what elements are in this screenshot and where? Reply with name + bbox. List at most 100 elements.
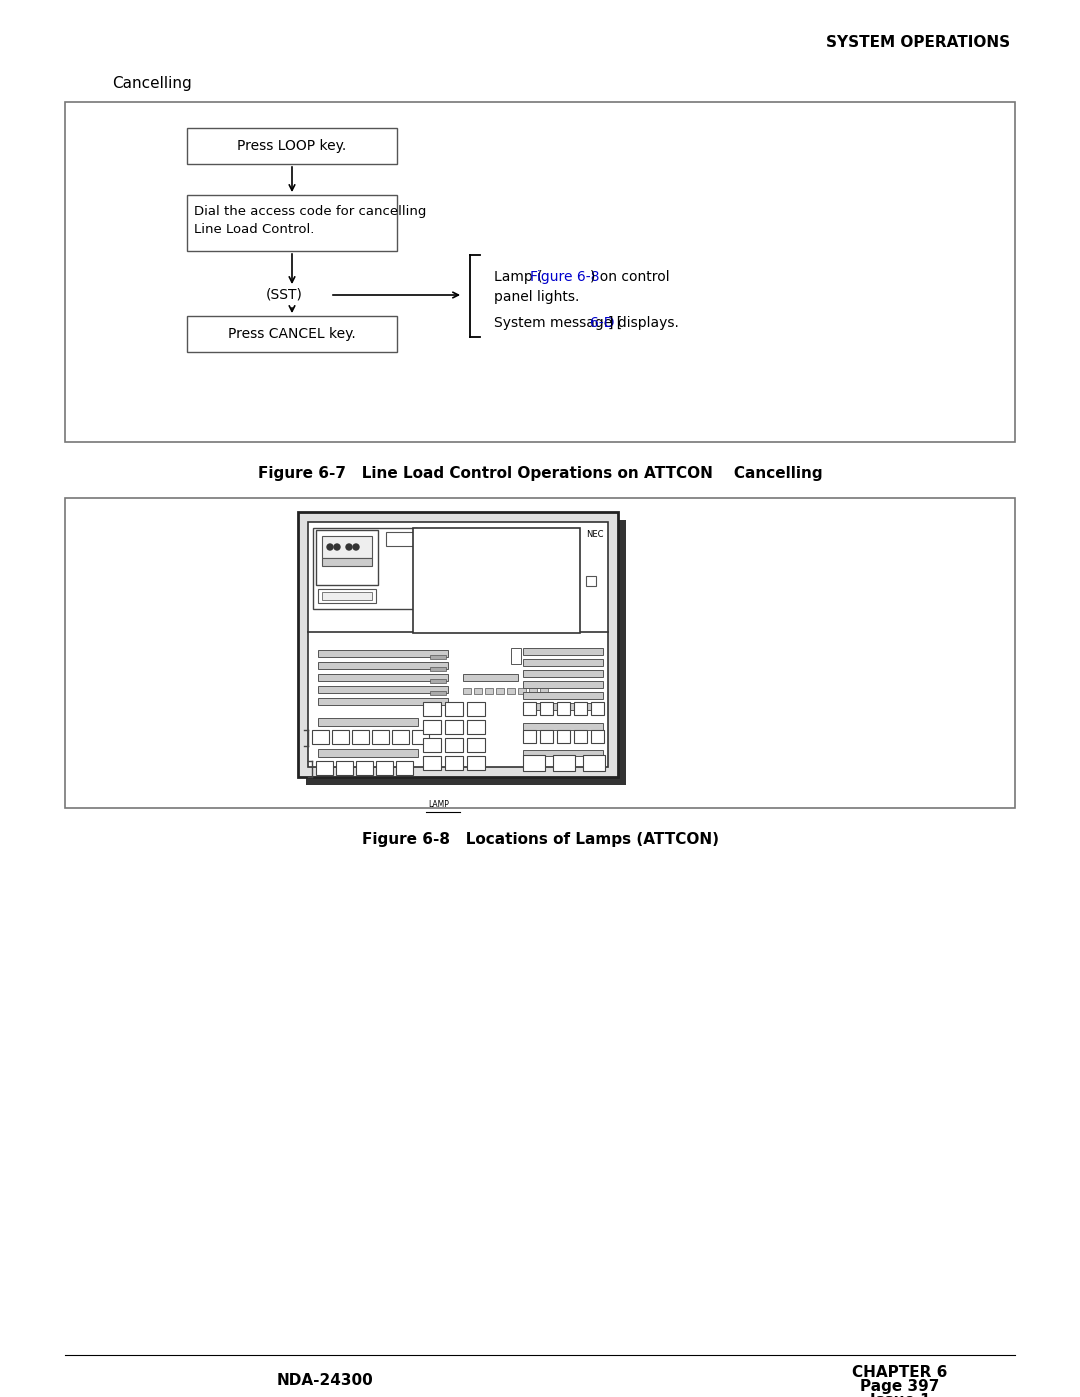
Circle shape [327,543,333,550]
Bar [396,761,413,775]
Bar [322,557,372,566]
Bar [298,511,618,777]
Bar [573,703,588,715]
Bar [65,102,1015,441]
Bar [463,687,471,694]
Text: 6-D: 6-D [590,316,615,330]
Bar [430,655,446,659]
Bar [467,738,485,752]
Bar [523,731,536,743]
Bar [318,698,448,705]
Bar [463,673,518,680]
Bar [467,703,485,717]
Bar [523,648,603,655]
Bar [445,756,463,770]
Bar [187,316,397,352]
Bar [507,687,515,694]
Text: Press LOOP key.: Press LOOP key. [238,138,347,154]
Bar [318,650,448,657]
Bar [523,692,603,698]
Bar [445,738,463,752]
Bar [557,731,570,743]
Text: Lamp (: Lamp ( [494,270,542,284]
Bar [372,731,389,745]
Text: CHAPTER 6: CHAPTER 6 [852,1365,947,1380]
Text: Page 397: Page 397 [861,1379,940,1394]
Text: Dial the access code for cancelling
Line Load Control.: Dial the access code for cancelling Line… [194,205,427,236]
Bar [65,497,1015,807]
Bar [523,724,603,731]
Bar [423,719,441,733]
Bar [413,528,580,633]
Text: ) on control: ) on control [590,270,670,284]
Text: Figure 6-8: Figure 6-8 [530,270,599,284]
Circle shape [346,543,352,550]
Text: (SST): (SST) [266,288,302,302]
Bar [523,703,536,715]
Bar [485,687,492,694]
Text: panel lights.: panel lights. [494,291,579,305]
Bar [187,129,397,163]
Bar [423,703,441,717]
Bar [386,532,414,546]
Text: System message [: System message [ [494,316,622,330]
Text: Press CANCEL key.: Press CANCEL key. [228,327,356,341]
Bar [467,719,485,733]
Bar [496,687,504,694]
Bar [523,750,603,756]
Bar [523,754,545,771]
Text: NEC: NEC [586,529,604,539]
Bar [312,731,329,745]
Bar [318,662,448,669]
Bar [540,731,553,743]
Text: Issue 1: Issue 1 [869,1393,930,1397]
Bar [411,731,429,745]
Text: Figure 6-8   Locations of Lamps (ATTCON): Figure 6-8 Locations of Lamps (ATTCON) [362,833,718,847]
Bar [308,522,608,767]
Bar [445,719,463,733]
Bar [352,731,369,745]
Bar [336,761,353,775]
Bar [318,673,448,680]
Bar [583,754,605,771]
Text: LAMP: LAMP [428,800,449,809]
Bar [318,590,376,604]
Bar [332,731,349,745]
Bar [586,576,596,585]
Bar [523,680,603,687]
Bar [430,692,446,694]
Bar [322,592,372,599]
Bar [553,754,575,771]
Bar [316,761,333,775]
Bar [423,756,441,770]
Bar [467,756,485,770]
Bar [430,679,446,683]
Bar [518,687,526,694]
Bar [557,703,570,715]
Bar [540,687,548,694]
Bar [523,659,603,666]
Bar [591,703,604,715]
Bar [591,731,604,743]
Text: Figure 6-7   Line Load Control Operations on ATTCON    Cancelling: Figure 6-7 Line Load Control Operations … [258,467,822,481]
Circle shape [334,543,340,550]
Bar [529,687,537,694]
Bar [316,529,378,585]
Bar [445,703,463,717]
Bar [318,749,418,757]
Circle shape [353,543,359,550]
Bar [318,718,418,726]
Bar [523,703,603,710]
Bar [376,761,393,775]
Text: NDA-24300: NDA-24300 [276,1373,374,1389]
Bar [540,703,553,715]
Bar [474,687,482,694]
Bar [511,648,521,664]
Bar [318,686,448,693]
Bar [573,731,588,743]
Bar [306,520,626,785]
Text: Cancelling: Cancelling [112,75,192,91]
Bar [392,731,409,745]
Bar [313,528,417,609]
Bar [430,666,446,671]
